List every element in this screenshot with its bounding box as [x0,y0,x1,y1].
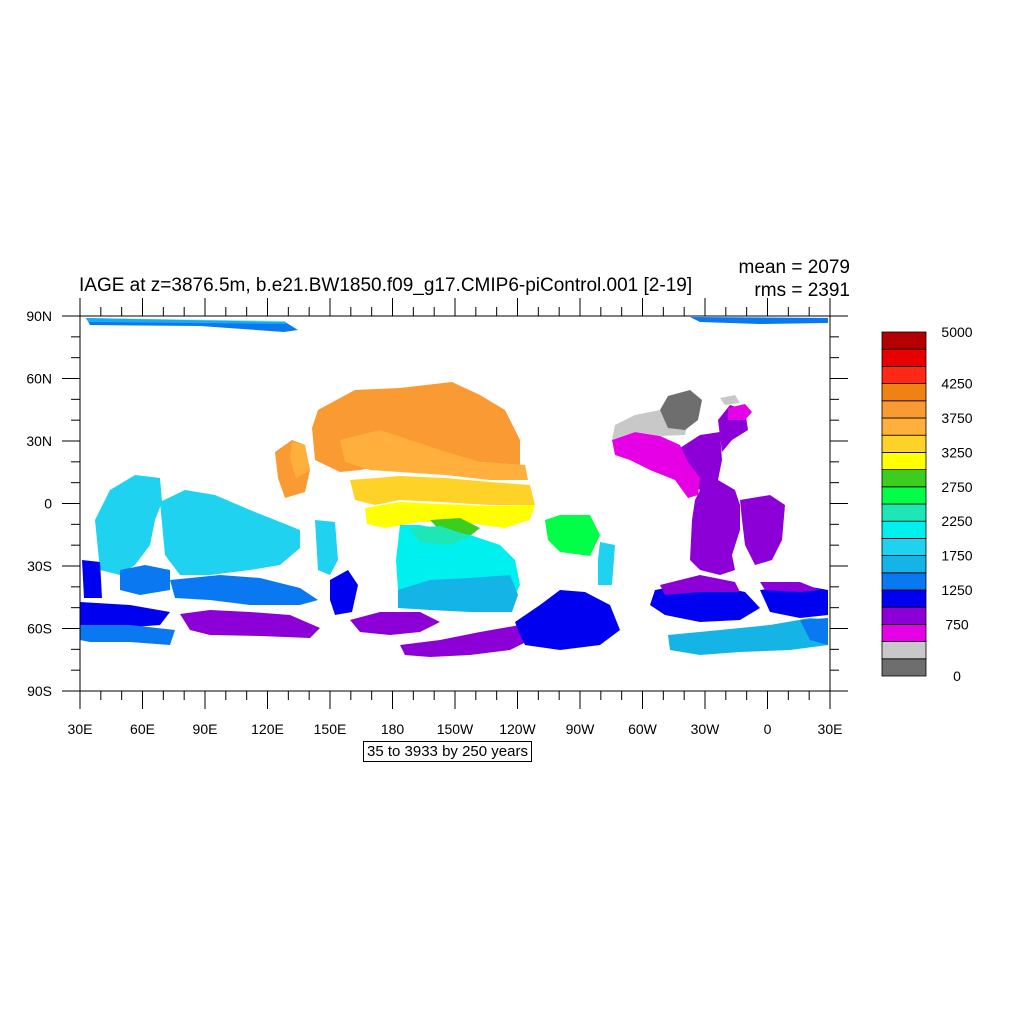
region-south-pacific [398,575,518,612]
region-indian-ocean [170,575,318,605]
region-north-pacific [290,442,310,478]
region-arctic [87,318,286,324]
lat-tick-label: 30N [26,433,52,449]
colorbar-label: 2250 [941,513,972,529]
lat-tick-label: 90N [26,308,52,324]
region-indian-ocean [160,490,300,575]
mean-stat: mean = 2079 [738,257,850,278]
colorbar-label: 1750 [941,548,972,564]
region-southern-ocean [760,582,820,592]
region-southern-ocean [515,590,620,650]
colorbar-swatch [881,434,927,453]
colorbar-swatch [881,538,927,557]
colorbar-swatch [881,624,927,643]
colorbar: 0 750 1250 1750 2250 2750 3250 3750 4250 5000 [881,324,973,684]
colorbar-label: 750 [945,616,969,632]
region-southern-ocean [400,625,530,657]
region-north-pacific [340,430,528,480]
colorbar-label: 3750 [941,410,972,426]
colorbar-swatch [881,520,927,539]
lon-tick-label: 150E [314,721,347,737]
region-equatorial-pacific [365,502,535,528]
region-atlantic [740,495,785,565]
colorbar-swatch [881,331,927,350]
colorbar-swatch [881,589,927,608]
region-south-pacific [598,542,615,585]
lon-tick-label: 30E [818,721,843,737]
colorbar-swatch [881,658,927,677]
colorbar-swatch [881,606,927,625]
colorbar-label: 1250 [941,582,972,598]
map-frame: 90N 60N 30N 0 30S 60S 90S 30E 60E 90E 120E 150E 180 1… [26,298,848,737]
region-southern-ocean [760,585,828,618]
colorbar-label: 5000 [941,324,972,340]
region-indian-ocean [315,520,338,575]
colorbar-swatch [881,400,927,419]
region-indian-ocean [330,570,358,615]
colorbar-swatch [881,486,927,505]
region-indian-ocean [120,565,170,595]
colorbar-swatch [881,469,927,488]
region-atlantic [680,432,740,575]
lat-tick-label: 30S [27,558,52,574]
lon-tick-label: 30E [68,721,93,737]
region-atlantic [612,432,700,498]
region-indian-ocean [80,625,175,645]
ocean-age-field [80,317,828,657]
region-indian-ocean [80,602,170,628]
lon-tick-label: 90E [193,721,218,737]
lat-tick-label: 0 [44,496,52,512]
lon-tick-label: 60W [628,721,658,737]
region-southern-ocean [668,618,828,655]
colorbar-swatch [881,451,927,470]
region-east-pacific [350,476,535,505]
lon-tick-label: 120E [251,721,284,737]
colorbar-label: 4250 [941,376,972,392]
region-atlantic [728,404,752,420]
region-southern-ocean [800,618,828,645]
region-nordic-seas [660,390,702,430]
colorbar-swatch [881,503,927,522]
region-indian-ocean [82,560,102,598]
lon-tick-label: 180 [381,721,405,737]
lat-tick-label: 60S [27,621,52,637]
region-nordic-seas [720,395,740,405]
lon-tick-label: 0 [764,721,772,737]
lon-tick-label: 120W [499,721,536,737]
colorbar-label: 0 [953,668,961,684]
colorbar-swatch [881,572,927,591]
colorbar-swatch [881,348,927,367]
lon-tick-label: 30W [691,721,721,737]
contour-info-box: 35 to 3933 by 250 years [363,741,532,762]
lat-tick-label: 90S [27,683,52,699]
colorbar-swatch [881,383,927,402]
colorbar-swatch [881,555,927,574]
region-south-pacific [410,526,470,545]
lat-tick-label: 60N [26,371,52,387]
region-southern-ocean [350,612,440,635]
region-southern-ocean [660,575,740,595]
region-indian-ocean [95,475,162,575]
lon-tick-label: 90W [566,721,596,737]
lon-tick-label: 150W [437,721,474,737]
colorbar-swatch [881,365,927,384]
colorbar-swatch [881,641,927,660]
rms-stat: rms = 2391 [754,280,850,301]
region-southern-ocean [180,610,320,638]
colorbar-label: 3250 [941,444,972,460]
colorbar-label: 2750 [941,479,972,495]
plot-title: IAGE at z=3876.5m, b.e21.BW1850.f09_g17.… [79,275,693,296]
lon-tick-label: 60E [130,721,155,737]
region-south-pacific [545,515,600,556]
region-arctic [690,317,828,324]
colorbar-swatch [881,417,927,436]
